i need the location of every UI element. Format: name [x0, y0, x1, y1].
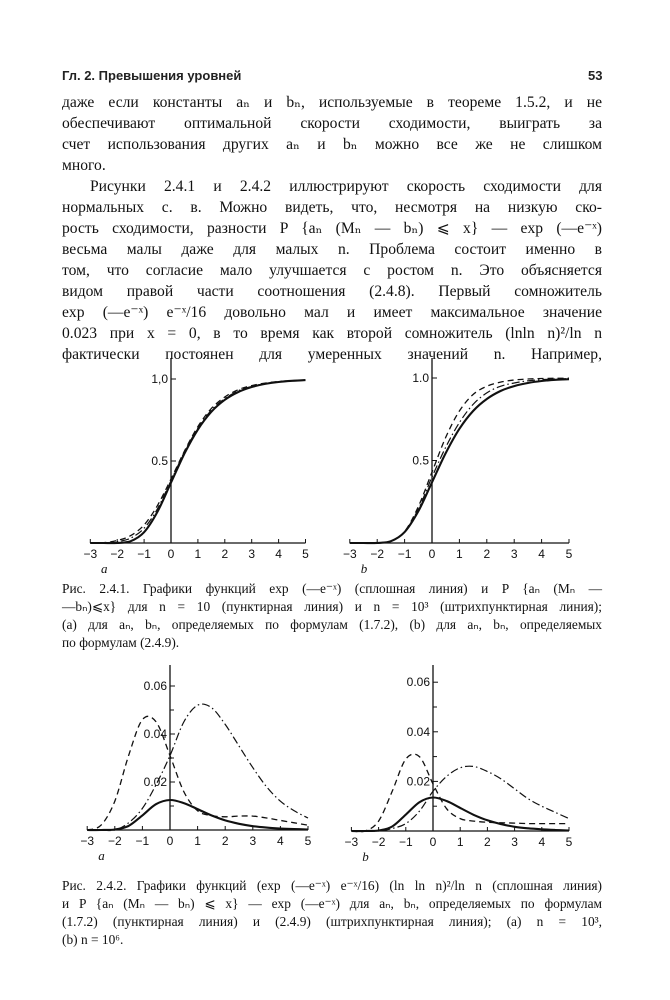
- x-tick-label: −1: [398, 547, 412, 561]
- y-tick-label: 0.02: [407, 774, 431, 788]
- series-line-dashed: [349, 377, 570, 544]
- series-line-dash-dot: [351, 765, 570, 832]
- caption-line: Рис. 2.4.1. Графики функций exp (—e⁻ˣ) (…: [62, 581, 602, 596]
- page-number: 53: [588, 68, 603, 83]
- x-tick-label: 3: [511, 835, 518, 849]
- x-tick-label: 0: [167, 834, 174, 848]
- x-tick-label: −3: [343, 547, 357, 561]
- caption-line: (b) n = 10⁶.: [62, 932, 124, 947]
- caption-line: —bₙ)⩽x} для n = 10 (пунктирная линия) и …: [62, 599, 602, 614]
- y-tick-label: 0.06: [407, 675, 431, 689]
- figure-caption-2-4-2: Рис. 2.4.2. Графики функций (exp (—e⁻ˣ) …: [62, 877, 602, 949]
- paragraph-1: даже если константы aₙ и bₙ, используемы…: [62, 92, 602, 176]
- series-line-dash-dot: [90, 379, 306, 544]
- x-tick-label: 0: [168, 547, 175, 561]
- text-line: Рисунки 2.4.1 и 2.4.2 иллюстрируют скоро…: [90, 178, 602, 195]
- figure-caption-2-4-1: Рис. 2.4.1. Графики функций exp (—e⁻ˣ) (…: [62, 580, 602, 652]
- x-tick-label: −2: [370, 547, 384, 561]
- series-line-solid: [351, 796, 570, 833]
- series-line-solid: [349, 378, 570, 545]
- x-tick-label: 1: [457, 835, 464, 849]
- x-tick-label: 2: [484, 835, 491, 849]
- y-tick-label: 0.06: [144, 679, 168, 693]
- y-tick-label: 1,0: [151, 372, 168, 386]
- paragraph-2: Рисунки 2.4.1 и 2.4.2 иллюстрируют скоро…: [62, 176, 602, 365]
- x-tick-label: 2: [483, 547, 490, 561]
- y-tick-label: 0.5: [412, 454, 429, 468]
- x-tick-label: 1: [456, 547, 463, 561]
- series-line-solid: [87, 798, 309, 832]
- x-tick-label: 0: [430, 835, 437, 849]
- x-tick-label: 2: [222, 834, 229, 848]
- x-tick-label: 3: [249, 834, 256, 848]
- x-tick-label: 4: [277, 834, 284, 848]
- series-line-dash-dot: [349, 378, 570, 544]
- x-tick-label: −3: [345, 835, 359, 849]
- text-line: 0.023 при x = 0, в то время как второй с…: [62, 325, 602, 342]
- x-tick-label: −1: [137, 547, 151, 561]
- x-tick-label: 3: [511, 547, 518, 561]
- x-tick-label: −2: [110, 547, 124, 561]
- x-tick-label: 4: [275, 547, 282, 561]
- text-line: весьма малы даже для малых n. Проблема с…: [62, 241, 602, 258]
- x-tick-label: −3: [83, 547, 97, 561]
- x-tick-label: 5: [566, 835, 573, 849]
- x-tick-label: −2: [372, 835, 386, 849]
- x-tick-label: −1: [136, 834, 150, 848]
- x-tick-label: 2: [221, 547, 228, 561]
- chart-2-4-1-b: −3 −2 −1 0 1 2 3 4 5 0.5 1.0 b: [343, 358, 573, 576]
- series-line-dashed: [90, 379, 306, 544]
- chart-2-4-1-a: −3 −2 −1 0 1 2 3 4 5 0.5 1,0 a: [83, 358, 309, 576]
- text-line: фактически постоянен для умеренных значе…: [62, 346, 602, 363]
- panel-label: b: [362, 849, 369, 864]
- y-tick-label: 1.0: [412, 371, 429, 385]
- x-tick-label: 1: [195, 547, 202, 561]
- series-line-dashed: [86, 715, 309, 831]
- y-tick-label: 0.04: [407, 725, 431, 739]
- x-tick-label: 0: [429, 547, 436, 561]
- caption-line: Рис. 2.4.2. Графики функций (exp (—e⁻ˣ) …: [62, 878, 602, 893]
- x-tick-label: 5: [302, 547, 309, 561]
- panel-label: a: [101, 561, 108, 576]
- chart-2-4-2-a: −3 −2 −1 0 1 2 3 4 5 0.02 0.04 0.06 a: [80, 665, 312, 863]
- y-tick-label: 0.5: [151, 454, 168, 468]
- x-tick-label: 4: [538, 835, 545, 849]
- x-tick-label: −3: [80, 834, 94, 848]
- text-line: счет использования других aₙ и bₙ можно …: [62, 136, 602, 153]
- series-line-solid: [90, 379, 306, 545]
- series-line-dash-dot: [87, 703, 309, 832]
- x-tick-label: 3: [248, 547, 255, 561]
- panel-label: a: [98, 848, 105, 863]
- series-line-dashed: [351, 753, 569, 833]
- text-line: том, что согласие мало улучшается с рост…: [62, 262, 602, 279]
- text-line: нормальных с. в. Можно видеть, что, несм…: [62, 199, 602, 216]
- running-title: Гл. 2. Превышения уровней: [62, 68, 242, 83]
- text-line: много.: [62, 157, 106, 174]
- x-tick-label: −1: [399, 835, 413, 849]
- x-tick-label: −2: [108, 834, 122, 848]
- y-tick-label: 0.02: [144, 775, 168, 789]
- y-tick-label: 0.04: [144, 727, 168, 741]
- x-tick-label: 1: [194, 834, 201, 848]
- chart-2-4-2-b: −3 −2 −1 0 1 2 3 4 5 0.02 0.04 0.06 b: [345, 665, 573, 864]
- text-line: обеспечивают оптимальной скорости сходим…: [62, 115, 602, 132]
- text-line: рость сходимости, разности P {aₙ (Mₙ — b…: [62, 220, 602, 237]
- caption-line: (1.7.2) (пунктирная линия) и (2.4.9) (шт…: [62, 914, 602, 929]
- caption-line: и P {aₙ (Mₙ — bₙ) ⩽ x} — exp (—e⁻ˣ) для …: [62, 896, 602, 911]
- panel-label: b: [361, 561, 368, 576]
- text-line: даже если константы aₙ и bₙ, используемы…: [62, 94, 602, 111]
- x-tick-label: 4: [538, 547, 545, 561]
- caption-line: (a) для aₙ, bₙ, определяемых по формулам…: [62, 617, 602, 632]
- text-line: exp (—e⁻ˣ) e⁻ˣ/16 довольно мал и имеет м…: [62, 304, 602, 321]
- x-tick-label: 5: [305, 834, 312, 848]
- text-line: видом правой части соотношения (2.4.8). …: [62, 283, 602, 300]
- x-tick-label: 5: [566, 547, 573, 561]
- caption-line: по формулам (2.4.9).: [62, 635, 180, 650]
